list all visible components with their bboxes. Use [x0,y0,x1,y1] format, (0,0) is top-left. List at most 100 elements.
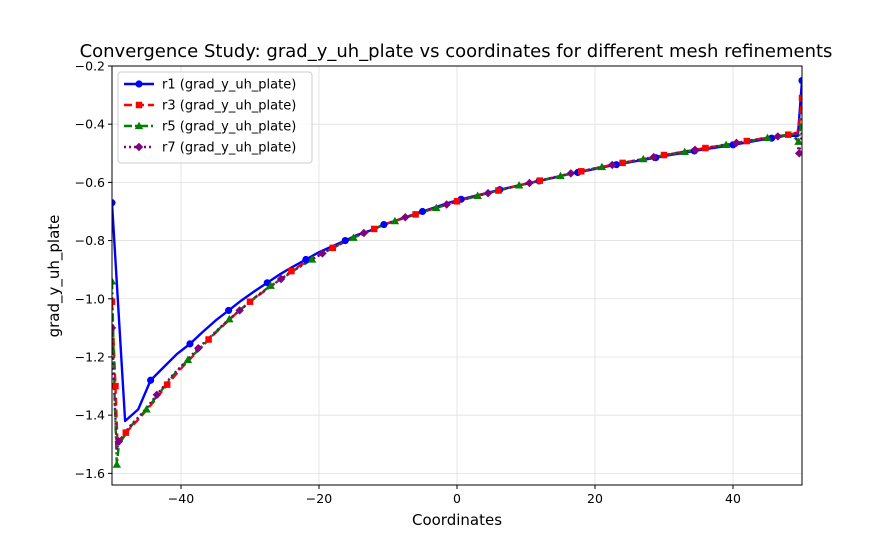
y-tick-label: −0.8 [75,233,105,248]
data-point-marker [690,145,700,155]
data-point-marker [432,203,441,212]
data-point-marker [380,221,388,229]
data-point-marker [390,216,400,225]
data-point-marker [473,191,482,199]
data-point-marker [784,131,792,138]
data-point-marker [112,199,116,207]
data-point-marker [135,80,143,88]
data-point-marker [186,340,194,348]
data-point-marker [680,147,689,156]
x-tick-label: −40 [168,491,194,506]
data-point-marker [112,323,117,333]
data-point-marker [597,162,607,171]
data-point-marker [341,237,349,245]
data-point-marker [660,151,668,159]
data-point-marker [318,249,327,258]
data-point-marker [276,274,286,284]
y-axis: −1.6 −1.4 −1.2 −1.0 −0.8 −0.6 −0.4 −0.2 [75,59,112,481]
data-point-marker [235,306,244,315]
data-point-marker [514,181,524,189]
data-point-marker [649,152,658,162]
data-point-marker [536,177,544,184]
data-point-marker [525,178,534,188]
data-point-marker [134,142,144,152]
legend-label: r7 (grad_y_uh_plate) [162,141,296,156]
data-point-marker [763,133,772,142]
data-point-marker [225,306,233,314]
data-point-marker [732,138,741,148]
grid [112,65,802,485]
plot-area [112,76,802,468]
data-point-marker [142,405,151,413]
data-point-marker [743,137,751,145]
series-markers [112,76,802,468]
data-point-marker [794,137,802,145]
data-point-marker [566,169,576,178]
data-point-marker [412,211,419,218]
y-tick-label: −1.4 [75,408,105,423]
data-point-marker [112,460,122,468]
x-tick-label: 0 [453,491,461,506]
data-point-marker [163,381,171,388]
data-point-marker [194,344,203,353]
data-point-marker [577,168,585,175]
data-point-marker [266,281,275,289]
x-tick-label: 40 [725,491,741,506]
legend-label: r3 (grad_y_uh_plate) [162,99,296,114]
data-point-marker [205,336,212,343]
data-point-marker [608,160,617,170]
series-line [112,115,802,466]
y-tick-label: −1.0 [75,291,105,306]
legend-label: r1 (grad_y_uh_plate) [162,78,296,93]
data-point-marker [639,154,648,163]
data-point-marker [147,376,155,384]
y-tick-label: −1.6 [75,466,105,481]
data-point-marker [114,437,124,446]
data-point-marker [556,171,565,180]
data-point-marker [122,429,130,436]
legend-box [117,71,313,164]
data-point-marker [798,94,802,102]
data-point-marker [702,144,709,152]
x-tick-label: −20 [306,491,332,506]
data-point-marker [134,121,144,130]
data-point-marker [112,298,116,305]
y-tick-label: −0.6 [75,175,105,190]
data-point-marker [307,255,317,263]
data-point-marker [112,277,117,285]
data-point-marker [401,213,410,222]
data-point-marker [183,355,193,364]
data-point-marker [798,76,802,85]
legend: r1 (grad_y_uh_plate) r3 (grad_y_uh_plate)… [117,71,313,164]
legend-label: r5 (grad_y_uh_plate) [162,120,296,135]
y-tick-label: −1.2 [75,349,105,364]
x-axis-label: Coordinates [412,511,502,529]
data-point-marker [619,159,626,167]
x-tick-label: 20 [587,491,603,506]
data-point-marker [302,255,310,264]
data-point-marker [795,149,802,158]
data-point-marker [135,101,143,109]
chart-title: Convergence Study: grad_y_uh_plate vs co… [80,41,833,62]
data-point-marker [152,390,162,400]
data-point-marker [721,140,731,149]
data-point-marker [246,298,254,305]
data-point-marker [370,225,378,233]
data-point-marker [442,200,451,209]
data-point-marker [773,132,783,141]
data-point-marker [225,314,234,323]
y-tick-label: −0.4 [75,117,105,132]
data-point-marker [349,233,358,241]
data-point-marker [495,187,502,194]
data-point-marker [329,244,337,252]
data-point-marker [418,207,427,216]
x-axis: −40 −20 0 20 40 [168,485,741,506]
data-point-marker [359,228,369,238]
y-tick-label: −0.2 [75,59,105,74]
y-axis-label: grad_y_uh_plate [45,215,64,338]
data-point-marker [483,188,493,198]
data-point-marker [112,382,119,390]
data-point-marker [453,198,461,205]
data-point-marker [288,267,295,275]
